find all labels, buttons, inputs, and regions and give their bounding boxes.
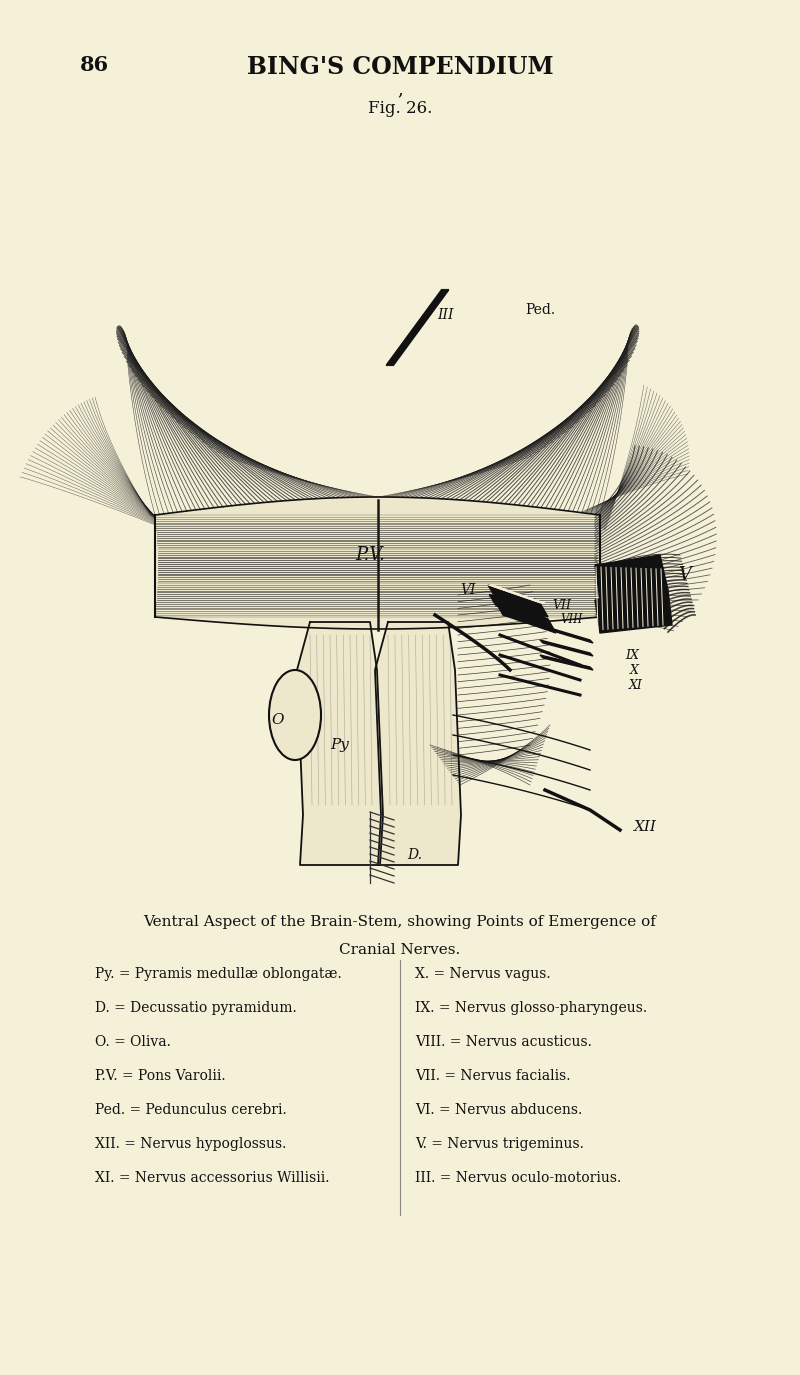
Text: Cranial Nerves.: Cranial Nerves. [339, 943, 461, 957]
Text: VII. = Nervus facialis.: VII. = Nervus facialis. [415, 1068, 570, 1084]
Text: 86: 86 [80, 55, 109, 76]
Text: VI. = Nervus abducens.: VI. = Nervus abducens. [415, 1103, 582, 1116]
Text: XI: XI [629, 678, 643, 692]
Text: X: X [630, 664, 638, 676]
Text: VII: VII [553, 598, 571, 612]
Text: IX. = Nervus glosso-pharyngeus.: IX. = Nervus glosso-pharyngeus. [415, 1001, 647, 1015]
Text: D.: D. [407, 848, 422, 862]
Text: BING'S COMPENDIUM: BING'S COMPENDIUM [246, 55, 554, 78]
Text: P.V.: P.V. [355, 546, 385, 564]
Text: VI: VI [460, 583, 476, 597]
Polygon shape [595, 556, 668, 600]
Text: V. = Nervus trigeminus.: V. = Nervus trigeminus. [415, 1137, 584, 1151]
Polygon shape [297, 622, 383, 865]
Text: ,: , [397, 80, 403, 98]
Ellipse shape [269, 670, 321, 760]
Text: IX: IX [625, 649, 639, 661]
Text: O: O [272, 714, 284, 727]
Text: Py. = Pyramis medullæ oblongatæ.: Py. = Pyramis medullæ oblongatæ. [95, 967, 342, 980]
Polygon shape [495, 601, 556, 632]
Polygon shape [375, 622, 461, 865]
Text: VIII: VIII [561, 612, 583, 626]
Text: D. = Decussatio pyramidum.: D. = Decussatio pyramidum. [95, 1001, 297, 1015]
Polygon shape [595, 590, 672, 632]
Text: X. = Nervus vagus.: X. = Nervus vagus. [415, 967, 550, 980]
Text: VIII. = Nervus acusticus.: VIII. = Nervus acusticus. [415, 1035, 592, 1049]
Text: XI. = Nervus accessorius Willisii.: XI. = Nervus accessorius Willisii. [95, 1172, 330, 1185]
Polygon shape [540, 626, 593, 644]
Text: Ped. = Pedunculus cerebri.: Ped. = Pedunculus cerebri. [95, 1103, 286, 1116]
Text: XII. = Nervus hypoglossus.: XII. = Nervus hypoglossus. [95, 1137, 286, 1151]
Polygon shape [155, 496, 600, 628]
Text: V: V [678, 566, 691, 584]
Text: Ventral Aspect of the Brain-Stem, showing Points of Emergence of: Ventral Aspect of the Brain-Stem, showin… [143, 914, 657, 930]
Text: O. = Oliva.: O. = Oliva. [95, 1035, 171, 1049]
Text: Fig. 26.: Fig. 26. [368, 100, 432, 117]
Text: III. = Nervus oculo-motorius.: III. = Nervus oculo-motorius. [415, 1172, 622, 1185]
Text: P.V. = Pons Varolii.: P.V. = Pons Varolii. [95, 1068, 226, 1084]
Text: Py: Py [330, 738, 350, 752]
Text: Ped.: Ped. [525, 302, 555, 318]
Text: III: III [437, 308, 454, 322]
Polygon shape [540, 639, 593, 656]
Polygon shape [540, 654, 593, 670]
Polygon shape [488, 584, 548, 617]
Text: XII: XII [634, 820, 657, 835]
